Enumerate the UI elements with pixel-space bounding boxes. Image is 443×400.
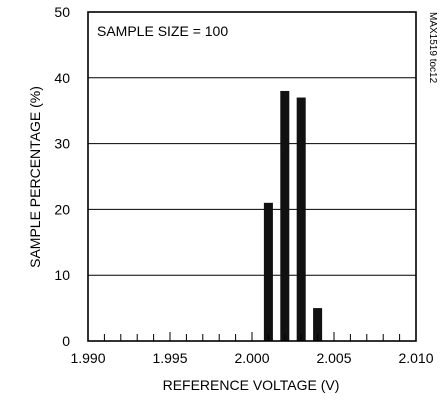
- x-axis-label: REFERENCE VOLTAGE (V): [163, 377, 340, 393]
- y-tick-label-30: 30: [54, 136, 70, 152]
- y-tick-labels: 0 10 20 30 40 50: [54, 4, 70, 349]
- x-tick-label-1.995: 1.995: [152, 350, 187, 366]
- minor-ticks: [104, 332, 399, 341]
- bar-2.001: [264, 203, 273, 341]
- x-tick-label-1.990: 1.990: [70, 350, 105, 366]
- y-tick-label-40: 40: [54, 70, 70, 86]
- bar-2.003: [297, 98, 306, 341]
- x-tick-label-2.000: 2.000: [234, 350, 269, 366]
- bar-2.002: [280, 91, 289, 341]
- x-tick-label-2.010: 2.010: [398, 350, 433, 366]
- chart-code-label: MAX1519 toc12: [427, 12, 438, 84]
- sample-size-annotation: SAMPLE SIZE = 100: [97, 23, 228, 39]
- grid-lines: [88, 78, 416, 275]
- y-tick-label-10: 10: [54, 267, 70, 283]
- plot-frame: [88, 12, 416, 341]
- x-tick-labels: 1.990 1.995 2.000 2.005 2.010: [70, 350, 433, 366]
- x-tick-label-2.005: 2.005: [316, 350, 351, 366]
- y-tick-label-0: 0: [62, 333, 70, 349]
- y-axis-label: SAMPLE PERCENTAGE (%): [27, 86, 43, 268]
- bars: [264, 91, 322, 341]
- y-tick-label-50: 50: [54, 4, 70, 20]
- y-tick-label-20: 20: [54, 201, 70, 217]
